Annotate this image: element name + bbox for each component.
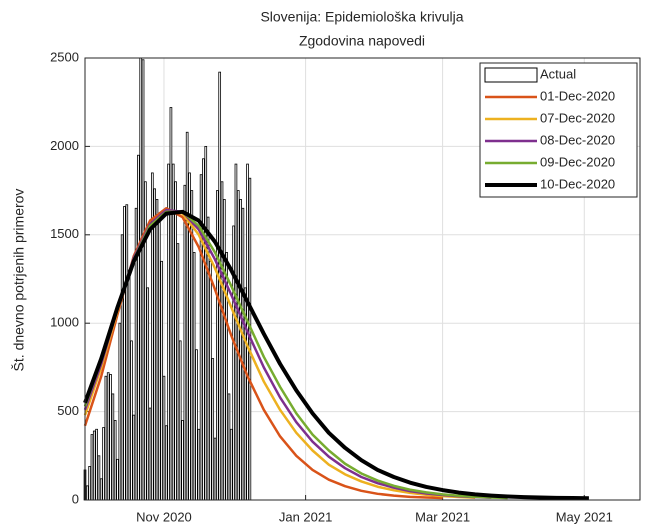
bar — [153, 188, 156, 501]
bar — [97, 455, 101, 501]
bar — [104, 375, 108, 501]
chart-title: Slovenija: Epidemiološka krivulja — [260, 9, 463, 25]
bar — [164, 425, 168, 501]
bar — [160, 260, 163, 501]
bar — [148, 407, 152, 501]
bar — [130, 340, 133, 501]
chart-subtitle: Zgodovina napovedi — [299, 33, 425, 49]
bar — [162, 375, 166, 501]
bar — [123, 206, 126, 501]
bar — [206, 216, 210, 501]
bar — [225, 252, 228, 501]
bar — [109, 374, 112, 501]
legend-label: 08-Dec-2020 — [540, 132, 615, 147]
bar — [241, 207, 245, 501]
y-axis-label: Št. dnevno potrjenih primerov — [11, 189, 27, 372]
bar — [88, 466, 91, 501]
bar — [192, 252, 196, 501]
bar — [227, 393, 231, 501]
bar — [197, 428, 201, 501]
bar — [223, 199, 226, 501]
bar — [211, 358, 215, 501]
bar — [209, 260, 212, 501]
forecast-line — [83, 209, 589, 501]
bar — [236, 190, 240, 501]
bar — [120, 234, 124, 501]
bar — [176, 243, 180, 501]
bar — [213, 437, 217, 501]
bar — [204, 145, 208, 501]
bar — [99, 478, 103, 501]
legend-swatch — [484, 67, 538, 83]
bar — [95, 428, 98, 501]
bar — [102, 427, 105, 501]
bar — [139, 57, 143, 501]
bar — [118, 322, 122, 501]
bar — [169, 107, 173, 501]
bar — [220, 181, 224, 501]
y-tick-label: 2500 — [50, 49, 79, 64]
legend-label: 10-Dec-2020 — [540, 176, 615, 191]
bar — [181, 420, 184, 501]
bar — [239, 199, 242, 501]
bar — [229, 428, 233, 501]
bar — [174, 181, 177, 501]
bar — [132, 414, 136, 501]
bar — [90, 434, 94, 501]
bar — [157, 216, 161, 501]
bar — [183, 184, 187, 501]
bar — [85, 485, 89, 501]
y-tick-label: 500 — [57, 403, 79, 418]
bar — [146, 287, 150, 501]
bar — [185, 131, 189, 501]
bar — [116, 458, 119, 501]
axes-box — [84, 57, 641, 501]
bar — [178, 340, 182, 501]
bar — [111, 393, 115, 501]
bar — [137, 154, 140, 501]
legend-box — [479, 62, 638, 198]
y-tick-label: 2000 — [50, 138, 79, 153]
legend-label: Actual — [540, 66, 576, 81]
bar — [216, 190, 219, 501]
bar — [141, 59, 145, 501]
bar — [195, 349, 198, 501]
x-tick-label: May 2021 — [556, 509, 613, 524]
y-tick-label: 1000 — [50, 315, 79, 330]
bar — [202, 158, 205, 501]
legend-label: 09-Dec-2020 — [540, 154, 615, 169]
bar — [92, 430, 96, 501]
bar — [127, 269, 131, 501]
forecast-line — [83, 210, 508, 500]
legend-label: 01-Dec-2020 — [540, 88, 615, 103]
bar — [125, 204, 129, 501]
x-tick-label: Jan 2021 — [279, 509, 333, 524]
bar — [234, 163, 238, 501]
y-tick-label: 0 — [72, 491, 79, 506]
forecast-line — [83, 207, 443, 500]
bar — [218, 71, 222, 501]
bar — [155, 199, 159, 501]
legend-label: 07-Dec-2020 — [540, 110, 615, 125]
x-tick-label: Mar 2021 — [415, 509, 470, 524]
bar — [113, 420, 117, 501]
bar — [106, 372, 110, 501]
x-tick-label: Nov 2020 — [136, 509, 192, 524]
y-tick-label: 1500 — [50, 226, 79, 241]
bar — [232, 225, 235, 501]
